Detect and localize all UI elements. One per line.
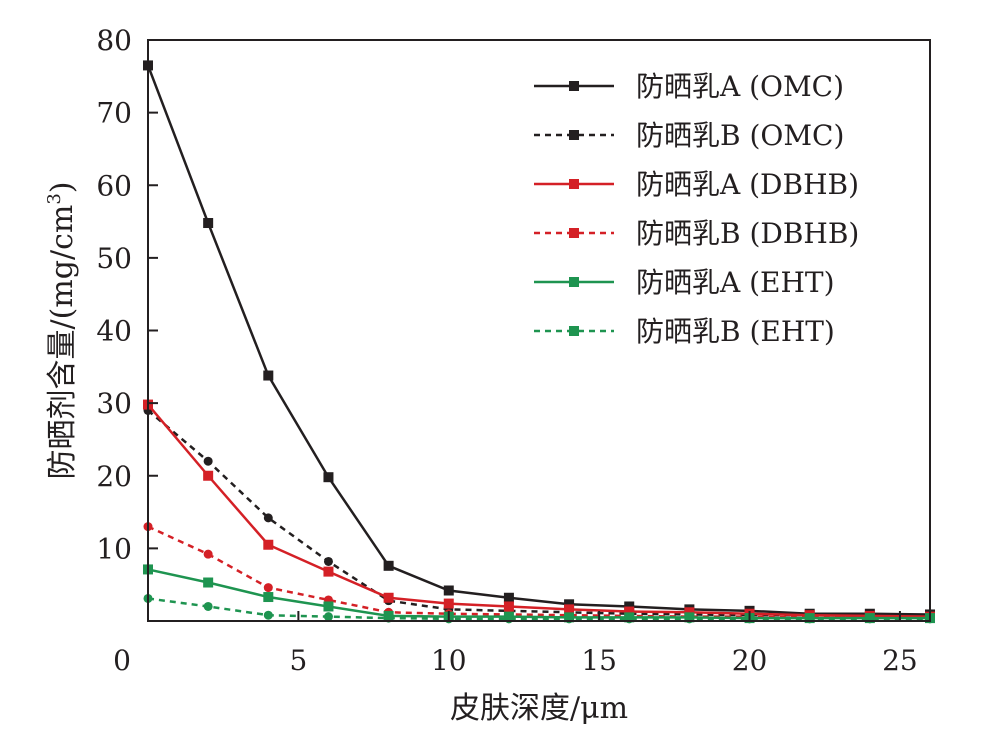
legend-item: 防晒乳A (OMC) [534,70,844,103]
x-tick-label: 25 [882,644,918,677]
series-3 [143,399,935,622]
legend-label: 防晒乳B (EHT) [636,315,835,348]
data-point [323,566,334,577]
x-tick-label: 5 [289,644,307,677]
x-tick-label: 20 [732,644,768,677]
data-point [263,583,273,593]
legend-item: 防晒乳A (DBHB) [534,168,859,201]
legend-swatch-marker [569,277,579,287]
data-point [203,601,213,611]
data-point [323,556,333,566]
data-point [503,601,514,612]
y-tick-label: 40 [96,315,132,348]
data-point [263,513,273,523]
data-point [263,610,273,620]
legend-swatch-marker [569,81,579,91]
data-point [203,456,213,466]
data-point [383,560,394,571]
legend-label: 防晒乳B (DBHB) [636,217,859,250]
data-point [443,598,454,609]
legend-label: 防晒乳A (DBHB) [636,168,859,201]
y-tick-label: 50 [96,242,132,275]
y-tick-label: 80 [96,24,132,57]
x-axis-label: 皮肤深度/μm [450,691,628,726]
x-tick-label: 0 [113,644,131,677]
data-point [263,592,274,603]
data-point [263,370,274,381]
legend-label: 防晒乳B (OMC) [636,119,844,152]
y-tick-label: 70 [96,97,132,130]
y-axis-label: 防晒剂含量/(mg/cm3) [44,182,80,480]
tick-labels: 0 5 10 15 20 25 10 20 30 40 50 60 70 80 [96,24,917,677]
data-point [564,599,575,610]
data-point [383,592,394,603]
legend-item: 防晒乳A (EHT) [534,266,835,299]
data-point [263,539,274,550]
data-point [203,577,214,588]
axis-ticks [148,39,901,621]
y-tick-label: 60 [96,169,132,202]
series-line [147,597,930,621]
series-2 [143,405,935,621]
legend-label: 防晒乳A (EHT) [636,266,835,299]
y-tick-label: 10 [96,532,132,565]
legend-item: 防晒乳B (EHT) [534,315,835,348]
y-tick-label: 30 [96,387,132,420]
y-tick-label: 20 [96,460,132,493]
series-line [147,403,931,618]
legend-swatch-marker [569,326,579,336]
data-point [323,601,334,612]
y-axis-label-superscript: 3 [44,193,65,204]
data-point [624,601,635,612]
data-point [323,472,334,483]
y-axis-label-main: 防晒剂含量/(mg/cm [45,205,80,480]
data-point [564,604,575,615]
data-point [203,549,213,559]
data-point [503,592,514,603]
x-tick-label: 15 [581,644,617,677]
legend-swatch-marker [569,228,579,238]
legend-item: 防晒乳B (OMC) [534,119,844,152]
legend: 防晒乳A (OMC) 防晒乳B (OMC) 防晒乳A (DBHB) 防晒乳B (DBH… [534,70,859,348]
legend-swatch-marker [569,130,579,140]
series-line [146,64,931,616]
data-point [203,218,214,229]
y-axis-label-end: ) [45,182,80,194]
series-line [147,525,930,619]
data-point [203,470,214,481]
data-point [443,585,454,596]
legend-label: 防晒乳A (OMC) [636,70,844,103]
legend-item: 防晒乳B (DBHB) [534,217,859,250]
data-point [323,612,333,622]
legend-swatch-marker [569,179,579,189]
x-tick-label: 10 [431,644,467,677]
